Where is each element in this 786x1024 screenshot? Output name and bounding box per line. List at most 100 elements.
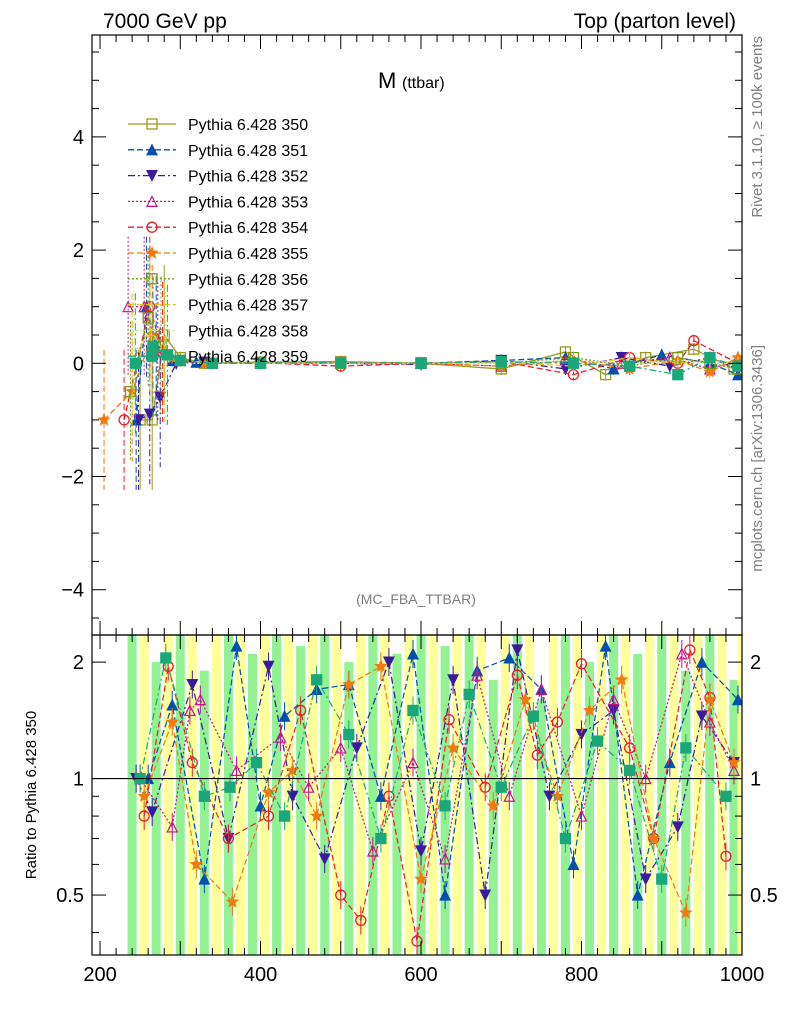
ratio-band-bar [392, 653, 402, 955]
plot-title-sub: (ttbar) [402, 75, 445, 92]
analysis-tag: (MC_FBA_TTBAR) [356, 591, 476, 607]
ratio-point [186, 756, 198, 769]
ratio-point [543, 790, 556, 803]
ratio-point [286, 790, 299, 803]
ratio-band-bar [187, 635, 197, 955]
ratio-band-bar [380, 635, 390, 955]
ratio-point [531, 749, 544, 761]
ratio-point [138, 810, 150, 822]
ratio-point [582, 703, 597, 717]
ratio-band-bar [609, 635, 619, 955]
xtick-label: 400 [244, 964, 277, 986]
ratio-band-bar [284, 635, 294, 955]
ratio-point [407, 704, 419, 717]
ratio-point [261, 785, 276, 799]
main-point [147, 340, 159, 352]
main-point [607, 362, 620, 375]
ratio-series-line-3 [139, 652, 735, 860]
ratio-band-bar [368, 635, 378, 955]
ratio-band-bar [560, 635, 570, 955]
legend-label: Pythia 6.428 357 [188, 298, 308, 315]
main-series-line-1 [140, 333, 735, 421]
ratio-point [663, 756, 676, 769]
ratio-ytick-label-left: 1 [73, 769, 84, 791]
main-ytick-label: 0 [73, 353, 84, 375]
main-point [122, 300, 135, 313]
ratio-band-bar [404, 635, 414, 955]
ratio-band-bar [416, 635, 426, 955]
ratio-band-bar [693, 635, 703, 955]
ratio-band-bar [621, 635, 631, 955]
ratio-panel-content [92, 635, 742, 955]
ratio-point [443, 714, 455, 726]
ratio-band-bar [223, 635, 233, 955]
ratio-point [374, 659, 388, 673]
ratio-point [624, 742, 636, 754]
ratio-y-label: Ratio to Pythia 6.428 350 [23, 711, 40, 879]
ratio-point [294, 704, 307, 717]
ratio-point [222, 832, 235, 845]
ratio-point [695, 710, 708, 723]
ratio-point [278, 810, 291, 822]
legend-entry: Pythia 6.428 356 [128, 272, 308, 289]
ratio-band-bar [476, 635, 486, 955]
main-point [206, 357, 219, 369]
ratio-point [607, 693, 620, 706]
ratio-point [186, 678, 199, 691]
legend-entry: Pythia 6.428 352 [128, 169, 308, 186]
ratio-point [720, 850, 732, 862]
legend-label: Pythia 6.428 352 [188, 169, 308, 186]
xtick-label: 200 [83, 964, 116, 986]
legend-entry: Pythia 6.428 358 [128, 323, 308, 340]
main-point [97, 412, 111, 426]
ratio-point [439, 888, 452, 901]
main-point [129, 357, 141, 369]
ratio-band-bar [199, 670, 209, 955]
ratio-band-bar [356, 635, 366, 955]
main-panel-content [97, 236, 742, 490]
ratio-band-bar [247, 653, 257, 955]
main-point [174, 354, 186, 367]
ratio-point [679, 905, 693, 919]
legend-marker [146, 195, 158, 207]
ratio-band-bar [500, 635, 510, 955]
ratio-point [511, 644, 524, 657]
xtick-label: 1000 [720, 964, 765, 986]
ratio-frame [91, 634, 743, 956]
ratio-band-bar [681, 670, 691, 955]
legend-label: Pythia 6.428 358 [188, 323, 308, 340]
main-point [672, 368, 684, 381]
main-series-line-6 [103, 333, 739, 421]
ratio-point [302, 780, 315, 793]
plot-title: M [378, 68, 396, 93]
ratio-band-bar [260, 635, 270, 955]
ratio-series-line-2 [135, 649, 735, 896]
ratio-band-bar [308, 635, 318, 955]
ratio-band-bar [428, 635, 438, 955]
legend-marker [146, 170, 158, 182]
main-point [415, 357, 427, 369]
ratio-point [447, 674, 460, 687]
ratio-point [355, 914, 367, 927]
ratio-band-bar [633, 653, 643, 955]
ratio-point [278, 709, 291, 722]
legend-entry: Pythia 6.428 355 [128, 245, 308, 263]
ratio-ytick-label-left: 2 [73, 652, 84, 674]
ratio-point [720, 790, 732, 802]
ratio-point [165, 714, 180, 728]
ratio-band-bar [524, 635, 534, 955]
mcplots-credit: mcplots.cern.ch [arXiv:1306.3436] [749, 345, 766, 572]
ratio-point [414, 871, 428, 885]
ratio-series-line-5 [143, 665, 735, 916]
ratio-point [631, 888, 644, 901]
main-point [335, 357, 347, 369]
main-point [138, 300, 151, 313]
ratio-point [624, 764, 636, 777]
ratio-point [407, 756, 419, 769]
ratio-axis-ticks: 0.5 0.5 1 1 2 2 200 400 600 800 1000 [56, 635, 778, 986]
ratio-band-bar [585, 662, 595, 955]
rivet-version: Rivet 3.1.10, ≥ 100k events [749, 36, 766, 218]
ratio-point [189, 857, 203, 871]
ratio-point [166, 820, 179, 833]
main-point [154, 391, 167, 404]
